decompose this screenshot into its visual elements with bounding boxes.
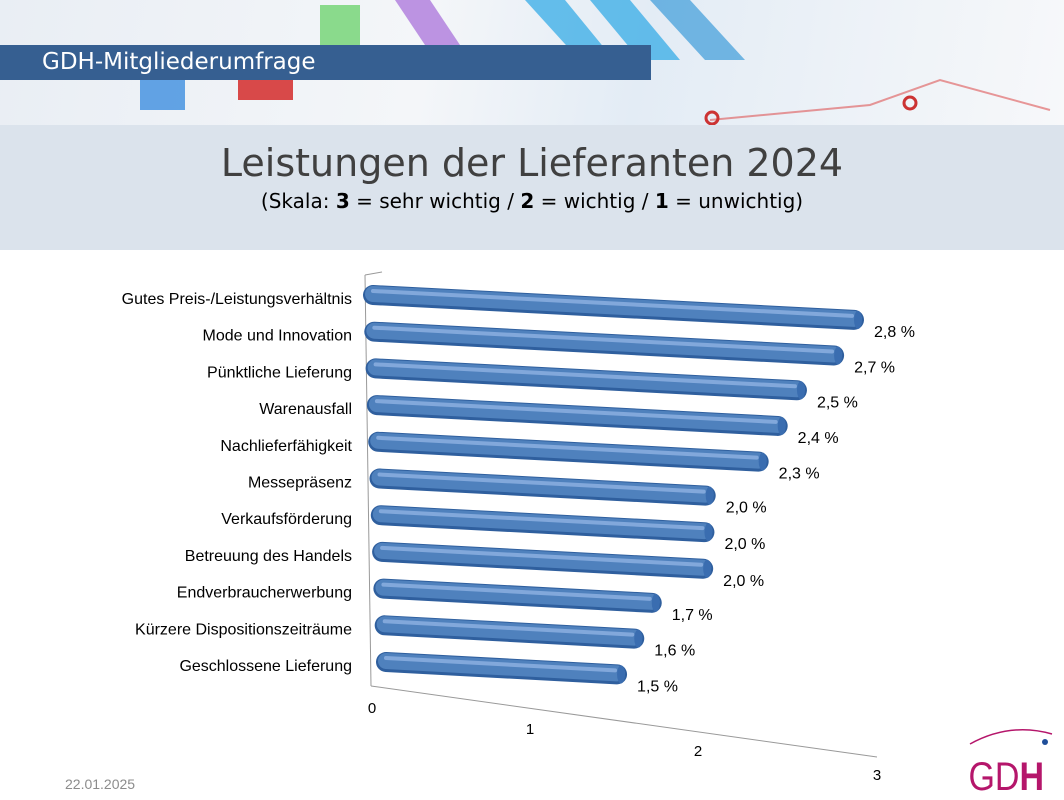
data-label: 2,4 % xyxy=(798,430,839,447)
bar-end-cap xyxy=(834,346,843,365)
section-title: GDH-Mitgliederumfrage xyxy=(0,45,651,80)
bar xyxy=(365,286,862,327)
bar xyxy=(370,432,767,469)
bar xyxy=(367,359,805,398)
x-tick-label: 3 xyxy=(873,767,881,784)
category-label: Gutes Preis-/Leistungsverhältnis xyxy=(122,291,352,308)
gdh-logo: GDH xyxy=(969,729,1053,799)
x-axis-line xyxy=(370,685,878,758)
data-label: 2,8 % xyxy=(874,324,915,341)
data-label: 1,5 % xyxy=(637,678,678,695)
back-wall-edge xyxy=(364,271,383,276)
category-label: Mode und Innovation xyxy=(203,328,352,345)
data-label: 2,0 % xyxy=(723,573,764,590)
bar-end-cap xyxy=(796,381,805,400)
data-label: 1,7 % xyxy=(672,607,713,624)
bar xyxy=(371,469,714,503)
bar xyxy=(375,579,660,610)
data-label: 2,5 % xyxy=(817,394,858,411)
bar-end-cap xyxy=(758,452,767,471)
data-label: 2,7 % xyxy=(854,359,895,376)
bar-end-cap xyxy=(854,310,862,329)
bar-end-cap xyxy=(704,523,713,542)
bar-end-cap xyxy=(617,665,626,684)
category-label: Verkaufsförderung xyxy=(221,511,352,528)
bar-highlight xyxy=(382,619,635,637)
bar xyxy=(372,506,713,540)
category-label: Messepräsenz xyxy=(248,475,352,492)
category-label: Pünktliche Lieferung xyxy=(207,364,352,381)
bar-highlight xyxy=(372,325,835,354)
header-banner xyxy=(0,0,1064,125)
data-label: 2,0 % xyxy=(724,536,765,553)
bar-highlight xyxy=(374,399,778,424)
bar-highlight xyxy=(380,545,704,567)
slide-date: 22.01.2025 xyxy=(65,776,136,792)
slide-title: Leistungen der Lieferanten 2024 xyxy=(220,141,844,185)
slide-subtitle: (Skala: 3 = sehr wichtig / 2 = wichtig /… xyxy=(260,189,804,213)
data-label: 2,3 % xyxy=(779,466,820,483)
bar-end-cap xyxy=(703,559,712,578)
category-label: Kürzere Dispositionszeiträume xyxy=(135,621,352,638)
bar xyxy=(376,616,643,646)
slide-heading: Leistungen der Lieferanten 2024 (Skala: … xyxy=(0,125,1064,250)
bar-highlight xyxy=(376,435,759,460)
category-label: Geschlossene Lieferung xyxy=(179,658,352,675)
bar-end-cap xyxy=(651,593,660,612)
x-tick-label: 1 xyxy=(526,721,534,738)
svg-text:GDH: GDH xyxy=(969,753,1045,798)
bar xyxy=(378,653,626,682)
bar-highlight xyxy=(377,472,706,494)
data-label: 1,6 % xyxy=(654,643,695,660)
bar-highlight xyxy=(378,509,705,531)
category-label: Nachlieferfähigkeit xyxy=(220,438,352,455)
bar-highlight xyxy=(381,582,652,601)
bar xyxy=(368,396,786,433)
category-label: Warenausfall xyxy=(259,401,352,418)
bar-highlight xyxy=(384,656,618,673)
bar xyxy=(366,322,843,363)
bar xyxy=(374,542,712,576)
bar-end-cap xyxy=(777,416,786,435)
y-axis-line xyxy=(364,274,372,687)
data-label: 2,0 % xyxy=(726,500,767,517)
bar-end-cap xyxy=(634,629,643,648)
x-tick-label: 2 xyxy=(694,743,702,760)
bar-end-cap xyxy=(705,486,714,505)
category-label: Endverbraucherwerbung xyxy=(177,585,352,602)
bar-highlight xyxy=(373,362,797,389)
bar-highlight xyxy=(371,289,854,318)
x-tick-label: 0 xyxy=(368,700,376,717)
category-label: Betreuung des Handels xyxy=(185,548,352,565)
